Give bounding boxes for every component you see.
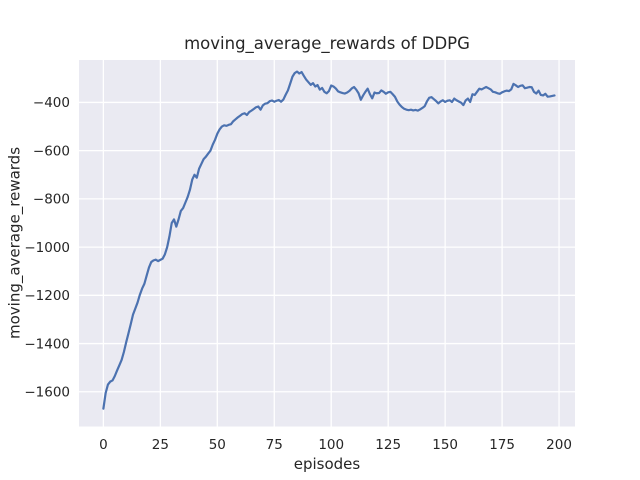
- y-tick-label: −1600: [24, 385, 70, 401]
- tick-layer: 0 25 50 75 100 125 150 175 200 −400 −600 −800 −1000 −…: [24, 95, 572, 453]
- y-tick-label: −1200: [24, 288, 70, 304]
- y-tick-label: −1400: [24, 336, 70, 352]
- x-axis-label: episodes: [294, 455, 361, 473]
- x-tick-label: 200: [546, 437, 572, 453]
- y-tick-label: −600: [33, 143, 70, 159]
- x-tick-label: 175: [489, 437, 515, 453]
- line-layer: [102, 70, 556, 410]
- x-tick-label: 75: [266, 437, 283, 453]
- plot-area: [79, 60, 575, 427]
- chart-title: moving_average_rewards of DDPG: [184, 34, 470, 54]
- x-tick-label: 125: [375, 437, 401, 453]
- x-tick-label: 100: [318, 437, 344, 453]
- x-tick-label: 150: [432, 437, 458, 453]
- reward-line: [102, 70, 556, 410]
- y-axis-label: moving_average_rewards: [6, 147, 25, 339]
- y-tick-label: −1000: [24, 240, 70, 256]
- y-tick-label: −800: [33, 192, 70, 208]
- grid-layer: [79, 60, 575, 427]
- x-tick-label: 0: [99, 437, 108, 453]
- x-tick-label: 50: [209, 437, 226, 453]
- x-tick-label: 25: [152, 437, 169, 453]
- y-tick-label: −400: [33, 95, 70, 111]
